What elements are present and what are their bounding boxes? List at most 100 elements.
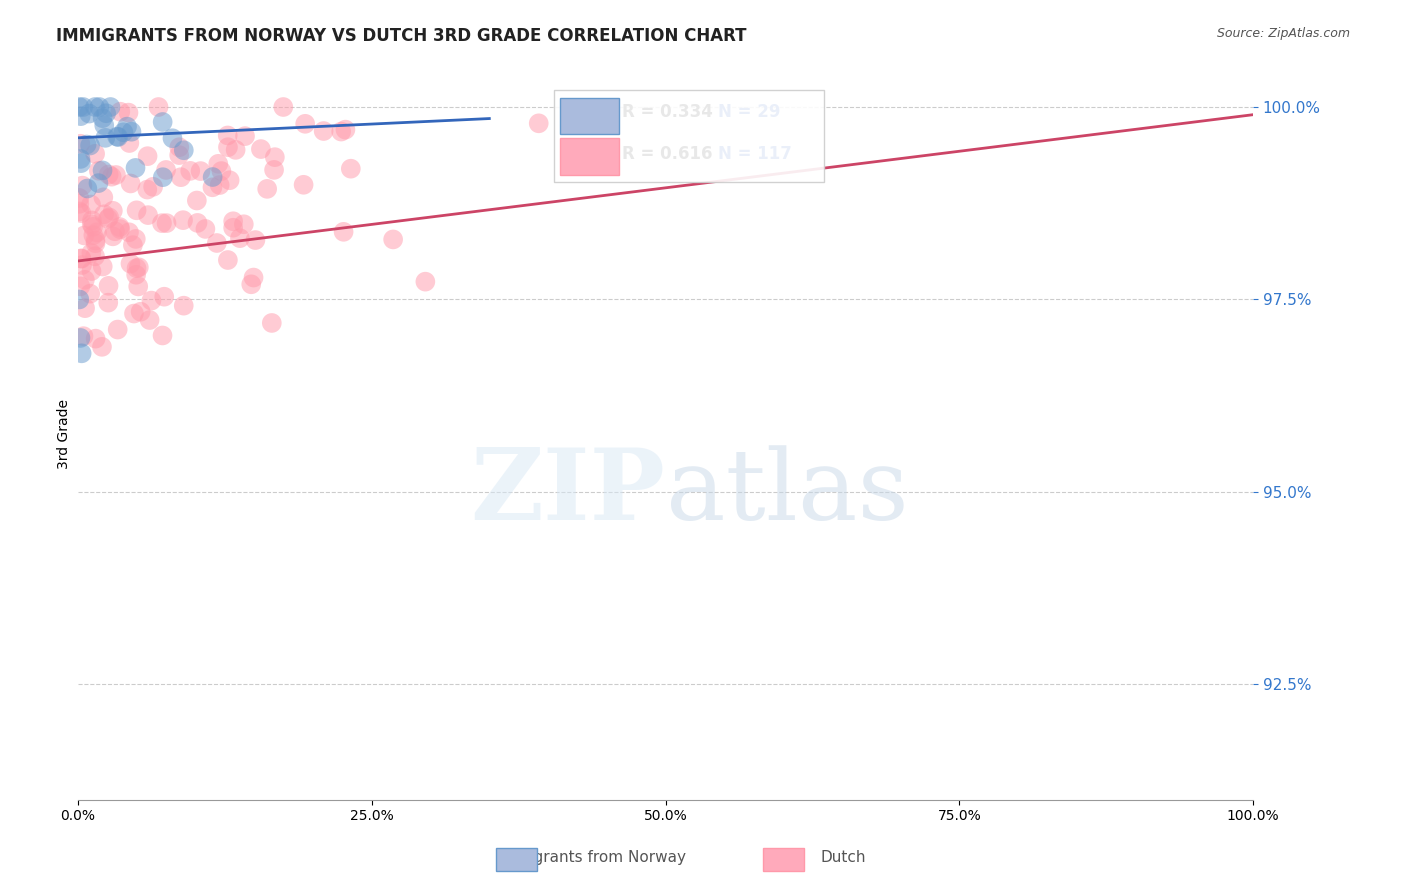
Point: [208, 178, 231, 192]
Point: [94, 106, 117, 120]
Text: IMMIGRANTS FROM NORWAY VS DUTCH 3RD GRADE CORRELATION CHART: IMMIGRANTS FROM NORWAY VS DUTCH 3RD GRAD…: [56, 27, 747, 45]
Point: [84, 332, 107, 346]
Point: [104, 168, 127, 182]
Point: [263, 162, 285, 177]
Point: [120, 177, 142, 191]
Point: [84, 249, 107, 263]
Point: [150, 216, 173, 230]
Point: [93, 118, 115, 132]
Point: [70, 156, 93, 170]
Point: [80, 264, 103, 278]
Text: Dutch: Dutch: [821, 850, 866, 865]
Point: [67, 293, 90, 307]
Point: [217, 253, 239, 268]
Point: [240, 277, 263, 292]
Point: [76, 181, 98, 195]
Point: [100, 169, 122, 184]
Point: [70, 252, 93, 266]
Y-axis label: 3rd Grade: 3rd Grade: [58, 399, 72, 469]
Point: [120, 257, 142, 271]
Point: [153, 290, 176, 304]
Point: [260, 316, 283, 330]
Point: [209, 164, 232, 178]
FancyBboxPatch shape: [560, 138, 619, 175]
Point: [271, 100, 294, 114]
Point: [142, 179, 165, 194]
Point: [94, 131, 117, 145]
Point: [169, 140, 191, 154]
Point: [117, 105, 139, 120]
Point: [340, 161, 363, 176]
Point: [82, 228, 104, 243]
Point: [91, 111, 114, 125]
Point: [67, 204, 90, 219]
Point: [225, 143, 247, 157]
Point: [242, 270, 264, 285]
Point: [186, 194, 208, 208]
FancyBboxPatch shape: [554, 90, 824, 182]
Point: [527, 116, 550, 130]
Point: [105, 129, 128, 144]
Point: [70, 206, 93, 220]
Point: [217, 140, 239, 154]
Point: [97, 278, 120, 293]
Point: [69, 331, 91, 345]
Point: [136, 149, 159, 163]
Point: [201, 169, 224, 184]
Point: [222, 214, 245, 228]
Point: [207, 157, 229, 171]
Point: [67, 100, 90, 114]
Point: [101, 203, 124, 218]
Point: [136, 208, 159, 222]
Point: [80, 246, 103, 260]
Point: [104, 224, 127, 238]
Text: R = 0.616: R = 0.616: [621, 145, 713, 163]
Point: [101, 229, 124, 244]
Point: [263, 150, 285, 164]
Point: [232, 217, 254, 231]
Point: [107, 322, 129, 336]
Point: [84, 146, 107, 161]
Point: [167, 148, 190, 162]
Point: [118, 225, 141, 239]
Point: [155, 216, 177, 230]
Point: [98, 211, 121, 225]
Point: [125, 203, 148, 218]
Point: [72, 178, 94, 193]
Point: [91, 340, 114, 354]
Point: [70, 252, 93, 266]
Point: [201, 180, 224, 194]
Point: [128, 260, 150, 275]
Point: [107, 130, 129, 145]
Point: [69, 109, 91, 123]
Point: [218, 173, 240, 187]
Point: [415, 275, 437, 289]
Point: [80, 213, 103, 227]
Point: [125, 268, 148, 282]
Point: [194, 222, 217, 236]
Point: [124, 161, 146, 175]
Text: ZIP: ZIP: [471, 444, 665, 541]
Point: [93, 207, 115, 221]
Point: [73, 228, 96, 243]
Point: [86, 225, 108, 239]
Point: [69, 152, 91, 166]
Point: [69, 279, 91, 293]
Point: [84, 234, 107, 248]
Point: [69, 136, 91, 151]
Text: N = 29: N = 29: [718, 103, 780, 121]
Point: [84, 100, 107, 114]
Point: [97, 168, 120, 182]
Point: [75, 301, 97, 315]
Point: [335, 122, 357, 136]
Text: Source: ZipAtlas.com: Source: ZipAtlas.com: [1216, 27, 1350, 40]
Point: [77, 106, 100, 120]
Point: [97, 295, 120, 310]
Point: [80, 197, 103, 211]
Point: [332, 225, 354, 239]
Point: [72, 100, 94, 114]
Point: [152, 115, 174, 129]
Point: [110, 104, 132, 119]
Point: [108, 222, 131, 236]
Point: [186, 216, 208, 230]
